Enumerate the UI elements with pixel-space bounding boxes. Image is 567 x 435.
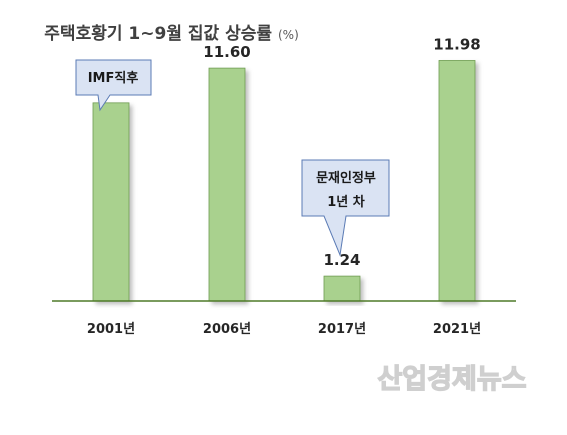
x-tick-label-4: 2021년 [433, 322, 481, 337]
bars-layer [92, 60, 476, 302]
callout-imf: IMF직후 [75, 59, 152, 112]
chart-title-unit: (%) [278, 28, 299, 42]
callout-moon: 문재인정부 1년 차 [301, 159, 390, 257]
value-label-4: 11.98 [433, 35, 480, 53]
x-tick-label-1: 2001년 [87, 322, 135, 337]
callout-moon-line2: 1년 차 [327, 194, 365, 210]
x-tick-label-3: 2017년 [318, 322, 366, 337]
value-label-3: 1.24 [323, 251, 360, 269]
callout-imf-label: IMF직후 [88, 70, 139, 86]
chart-title: 주택호황기 1~9월 집값 상승률 [44, 24, 272, 44]
callout-moon-shape [301, 159, 390, 257]
bar-3 [323, 275, 361, 302]
watermark: 산업경제뉴스 [377, 364, 526, 395]
x-tick-label-2: 2006년 [203, 322, 251, 337]
callout-imf-shape [75, 59, 152, 112]
bar-2 [208, 67, 246, 302]
callout-moon-line1: 문재인정부 [316, 170, 376, 186]
bar-4 [438, 60, 476, 302]
bar-1 [92, 102, 130, 302]
value-label-2: 11.60 [203, 43, 250, 61]
